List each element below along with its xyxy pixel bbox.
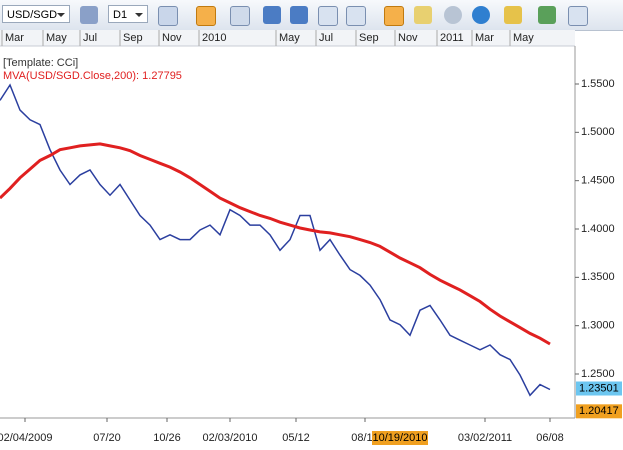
current-price-label: 1.23501	[579, 382, 619, 394]
draw-icon[interactable]	[414, 6, 432, 24]
image-icon[interactable]	[538, 6, 556, 24]
y-tick-label: 1.3000	[581, 320, 615, 332]
active-tool-icon[interactable]	[196, 6, 216, 26]
top-x-tick-label: Jul	[319, 32, 333, 44]
top-x-tick-label: Nov	[398, 32, 418, 44]
zoom-out-icon[interactable]	[290, 6, 308, 24]
top-x-tick-label: Sep	[123, 32, 143, 44]
x-tick-label: 08/18	[351, 432, 379, 444]
series-line	[0, 83, 551, 397]
top-x-tick-label: May	[46, 32, 67, 44]
timeframe-select[interactable]: D1	[108, 5, 148, 23]
x-tick-label: 02/03/2010	[202, 432, 257, 444]
top-x-tick-label: Jul	[83, 32, 97, 44]
top-x-tick-label: Mar	[5, 32, 24, 44]
cursor-date-box	[372, 431, 428, 445]
cursor-price-label: 1.20417	[579, 405, 619, 417]
x-tick-label: 03/02/2011	[458, 432, 512, 444]
y-tick-label: 1.3500	[581, 271, 615, 283]
x-tick-label: 07/20	[93, 432, 121, 444]
top-x-tick-label: Nov	[162, 32, 182, 44]
print-icon[interactable]	[568, 6, 588, 26]
y-tick-label: 1.4000	[581, 223, 615, 235]
scroll-icon[interactable]	[318, 6, 338, 26]
indicator-label: MVA(USD/SGD.Close,200): 1.27795	[3, 70, 182, 82]
y-tick-label: 1.4500	[581, 175, 615, 187]
top-x-tick-label: May	[279, 32, 300, 44]
x-tick-label: 06/08	[536, 432, 564, 444]
link-icon[interactable]	[80, 6, 98, 24]
x-tick-label: 10/26	[153, 432, 181, 444]
top-x-tick-label: Mar	[475, 32, 494, 44]
eye-icon[interactable]	[444, 6, 462, 24]
globe-icon[interactable]	[472, 6, 490, 24]
y-tick-label: 1.5000	[581, 126, 615, 138]
zoom-in-icon[interactable]	[263, 6, 281, 24]
crosshair-icon[interactable]	[384, 6, 404, 26]
template-icon[interactable]	[230, 6, 250, 26]
template-label: [Template: CCi]	[3, 57, 78, 69]
cursor-date-label: 10/19/2010	[372, 432, 427, 444]
series-line	[0, 142, 551, 346]
x-tick-label: 05/12	[282, 432, 310, 444]
top-x-tick-label: Sep	[359, 32, 379, 44]
y-tick-label: 1.2500	[581, 368, 615, 380]
toolbar: USD/SGD D1	[0, 0, 623, 31]
top-x-tick-label: 2011	[440, 32, 464, 44]
cursor-price-box	[576, 404, 622, 419]
top-x-tick-label: May	[513, 32, 534, 44]
current-price-box	[576, 381, 622, 396]
ruler-icon[interactable]	[504, 6, 522, 24]
top-x-tick-label: 2010	[202, 32, 226, 44]
symbol-select[interactable]: USD/SGD	[2, 5, 70, 23]
chart-type-icon[interactable]	[158, 6, 178, 26]
y-tick-label: 1.5500	[581, 78, 615, 90]
x-tick-label: 02/04/2009	[0, 432, 53, 444]
find-icon[interactable]	[346, 6, 366, 26]
chart: [Template: CCi] MVA(USD/SGD.Close,200): …	[0, 30, 622, 445]
top-axis-band	[0, 30, 575, 46]
